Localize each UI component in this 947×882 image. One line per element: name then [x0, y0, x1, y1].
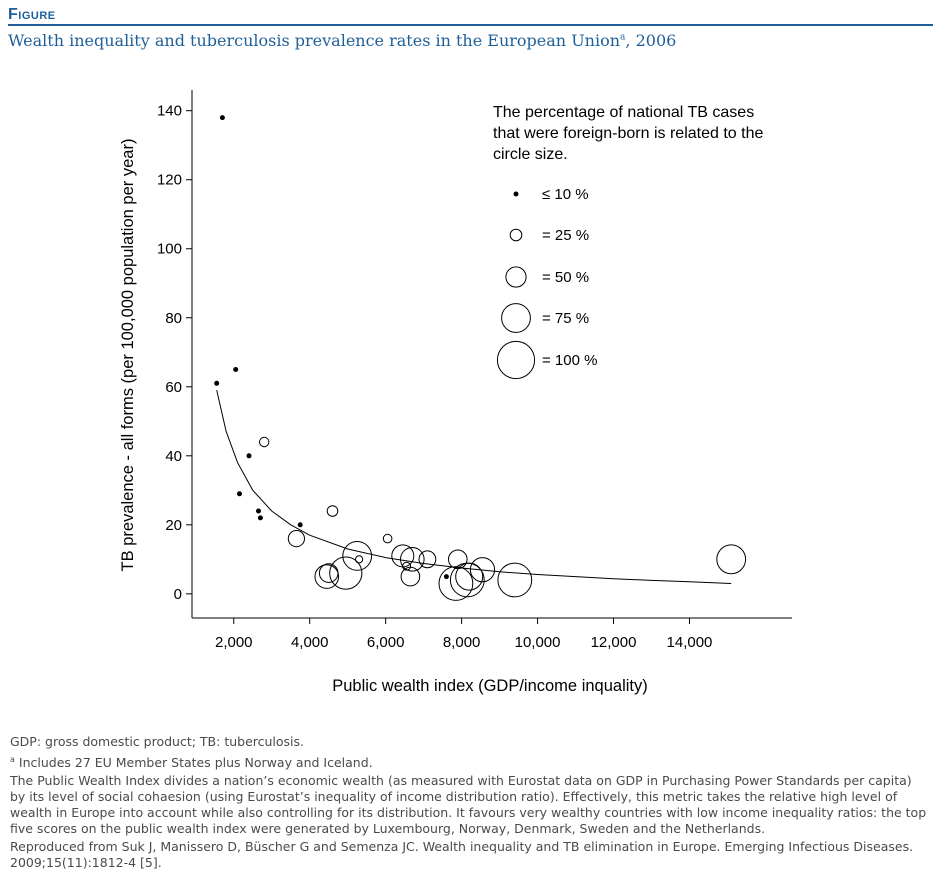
y-tick-label: 100	[157, 241, 182, 258]
figure-title-text: Wealth inequality and tuberculosis preva…	[8, 31, 621, 50]
data-point	[287, 530, 305, 548]
data-point	[256, 508, 261, 514]
legend-marker	[509, 228, 523, 242]
y-tick-label: 120	[157, 172, 182, 189]
data-point	[443, 574, 449, 580]
legend-title-line: circle size.	[493, 146, 568, 163]
x-axis-label: Public wealth index (GDP/income inqualit…	[332, 677, 647, 695]
y-tick-label: 80	[165, 310, 182, 327]
x-tick-label: 6,000	[367, 634, 405, 651]
figure-header-rule	[8, 24, 933, 26]
data-point	[400, 566, 421, 587]
data-point	[246, 453, 252, 459]
y-tick-label: 0	[174, 586, 182, 603]
legend: The percentage of national TB cases that …	[493, 104, 763, 380]
chart-axes: 2,000 4,000 6,000 8,000 10,000 12,000 14,000 0 2…	[157, 90, 792, 651]
footnote-text: Includes 27 EU Member States plus Norway…	[14, 755, 373, 771]
data-point	[438, 566, 474, 601]
data-point	[329, 556, 363, 590]
legend-label: = 75 %	[542, 310, 589, 327]
y-tick-label: 140	[157, 103, 182, 120]
figure-title-footnote-marker: a	[620, 32, 626, 43]
data-point	[469, 557, 496, 583]
footnote: a Includes 27 EU Member States plus Norw…	[10, 752, 930, 771]
y-tick-label: 20	[165, 517, 182, 534]
figure-notes: GDP: gross domestic product; TB: tubercu…	[10, 734, 930, 873]
data-point	[318, 563, 339, 583]
data-point	[497, 562, 533, 598]
x-tick-label: 12,000	[591, 634, 637, 651]
figure-title: Wealth inequality and tuberculosis preva…	[8, 31, 676, 50]
data-point	[400, 547, 425, 572]
legend-label: = 100 %	[542, 352, 597, 369]
x-tick-label: 14,000	[667, 634, 713, 651]
figure-title-year: , 2006	[625, 31, 677, 50]
footnote-marker: a	[10, 755, 15, 764]
x-tick-label: 8,000	[443, 634, 481, 651]
abbreviations-note: GDP: gross domestic product; TB: tubercu…	[10, 734, 305, 749]
data-point	[716, 544, 747, 575]
data-point	[355, 555, 364, 564]
legend-marker	[501, 303, 531, 333]
legend-marker	[513, 191, 519, 197]
legend-label: = 50 %	[542, 269, 589, 286]
description-note: The Public Wealth Index divides a nation…	[10, 773, 927, 837]
data-point	[418, 550, 437, 569]
data-point	[219, 115, 225, 121]
x-tick-label: 10,000	[515, 634, 561, 651]
trend-line	[216, 390, 732, 584]
data-point	[326, 505, 339, 517]
legend-title-line: The percentage of national TB cases	[493, 104, 754, 121]
data-point	[297, 522, 303, 528]
data-point	[233, 367, 239, 372]
legend-marker	[505, 266, 527, 288]
data-point	[237, 491, 242, 497]
y-tick-label: 60	[165, 379, 182, 396]
x-tick-label: 4,000	[291, 634, 329, 651]
data-point	[391, 544, 415, 568]
trend-line-group	[216, 390, 732, 584]
data-point	[257, 515, 263, 521]
x-tick-label: 2,000	[215, 634, 253, 651]
data-point	[259, 436, 270, 448]
legend-title-line: that were foreign-born is related to the	[493, 125, 763, 142]
legend-marker	[496, 340, 536, 380]
scatter-chart: 2,000 4,000 6,000 8,000 10,000 12,000 14,000 0 2…	[119, 90, 792, 695]
y-tick-label: 40	[165, 448, 182, 465]
data-point	[402, 561, 412, 571]
legend-label: = 25 %	[542, 227, 589, 244]
source-note: Reproduced from Suk J, Manissero D, Büsc…	[10, 839, 914, 871]
figure-label: Figure	[8, 6, 56, 23]
data-point	[314, 564, 340, 589]
y-axis-label: TB prevalence - all forms (per 100,000 p…	[119, 139, 137, 572]
data-point	[214, 380, 220, 386]
data-point	[342, 541, 373, 571]
legend-label: ≤ 10 %	[542, 186, 589, 203]
data-point	[455, 562, 484, 591]
data-point	[382, 533, 393, 544]
data-points-group	[214, 115, 747, 601]
